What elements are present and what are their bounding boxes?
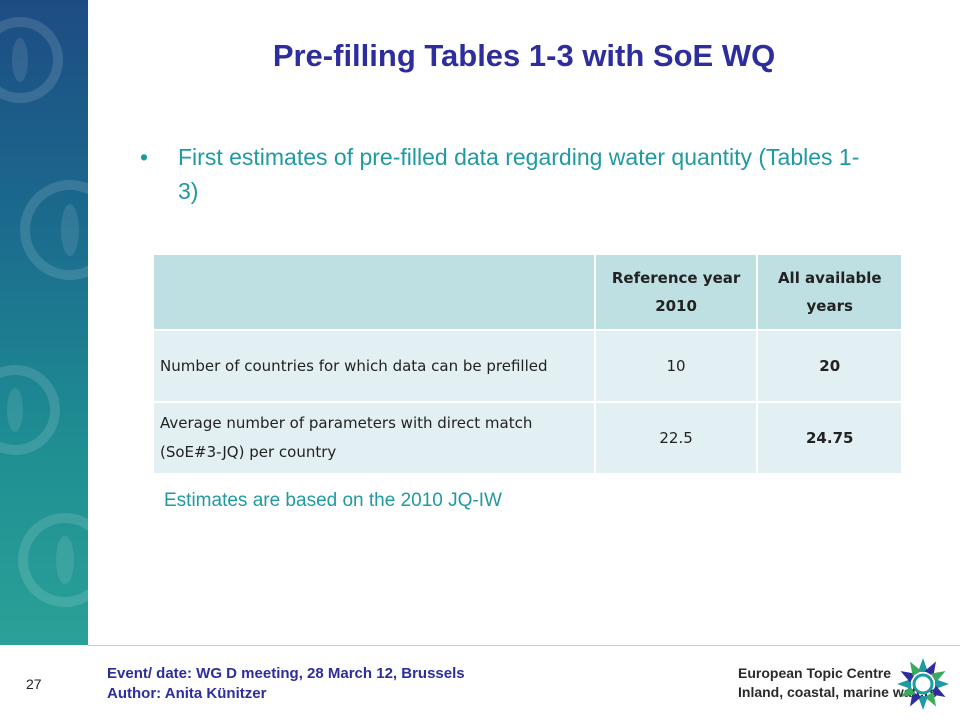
org-line-2: Inland, coastal, marine waters bbox=[738, 684, 938, 700]
header-cell-reference-year: Reference year 2010 bbox=[593, 253, 759, 331]
decorative-sidebar bbox=[0, 0, 88, 645]
slide-title: Pre-filling Tables 1-3 with SoE WQ bbox=[272, 38, 776, 73]
row-reference-value: 22.5 bbox=[593, 401, 759, 475]
table-row: Number of countries for which data can b… bbox=[152, 329, 903, 403]
bullet-dot: • bbox=[140, 144, 149, 170]
row-all-value: 24.75 bbox=[756, 401, 903, 475]
event-info: Event/ date: WG D meeting, 28 March 12, … bbox=[107, 664, 465, 704]
event-line: Event/ date: WG D meeting, 28 March 12, … bbox=[107, 665, 465, 682]
row-all-value: 20 bbox=[756, 329, 903, 403]
table-row: Average number of parameters with direct… bbox=[152, 401, 903, 475]
header-cell-empty bbox=[152, 253, 596, 331]
author-line: Author: Anita Künitzer bbox=[107, 685, 267, 702]
flower-pattern-icon bbox=[0, 17, 88, 607]
row-label: Average number of parameters with direct… bbox=[152, 401, 596, 475]
org-name: European Topic Centre Inland, coastal, m… bbox=[738, 664, 937, 702]
page-number: 27 bbox=[26, 676, 42, 692]
row-label: Number of countries for which data can b… bbox=[152, 329, 596, 403]
data-table: Reference year 2010 All available years … bbox=[152, 253, 903, 475]
estimate-note: Estimates are based on the 2010 JQ-IW bbox=[164, 490, 502, 511]
footer-divider bbox=[88, 645, 960, 646]
org-line-1: European Topic Centre bbox=[738, 665, 891, 681]
bullet-text: First estimates of pre-filled data regar… bbox=[178, 144, 860, 204]
row-reference-value: 10 bbox=[593, 329, 759, 403]
header-cell-all-years: All available years bbox=[756, 253, 903, 331]
etc-logo-icon bbox=[897, 658, 949, 710]
table-header-row: Reference year 2010 All available years bbox=[152, 253, 903, 331]
